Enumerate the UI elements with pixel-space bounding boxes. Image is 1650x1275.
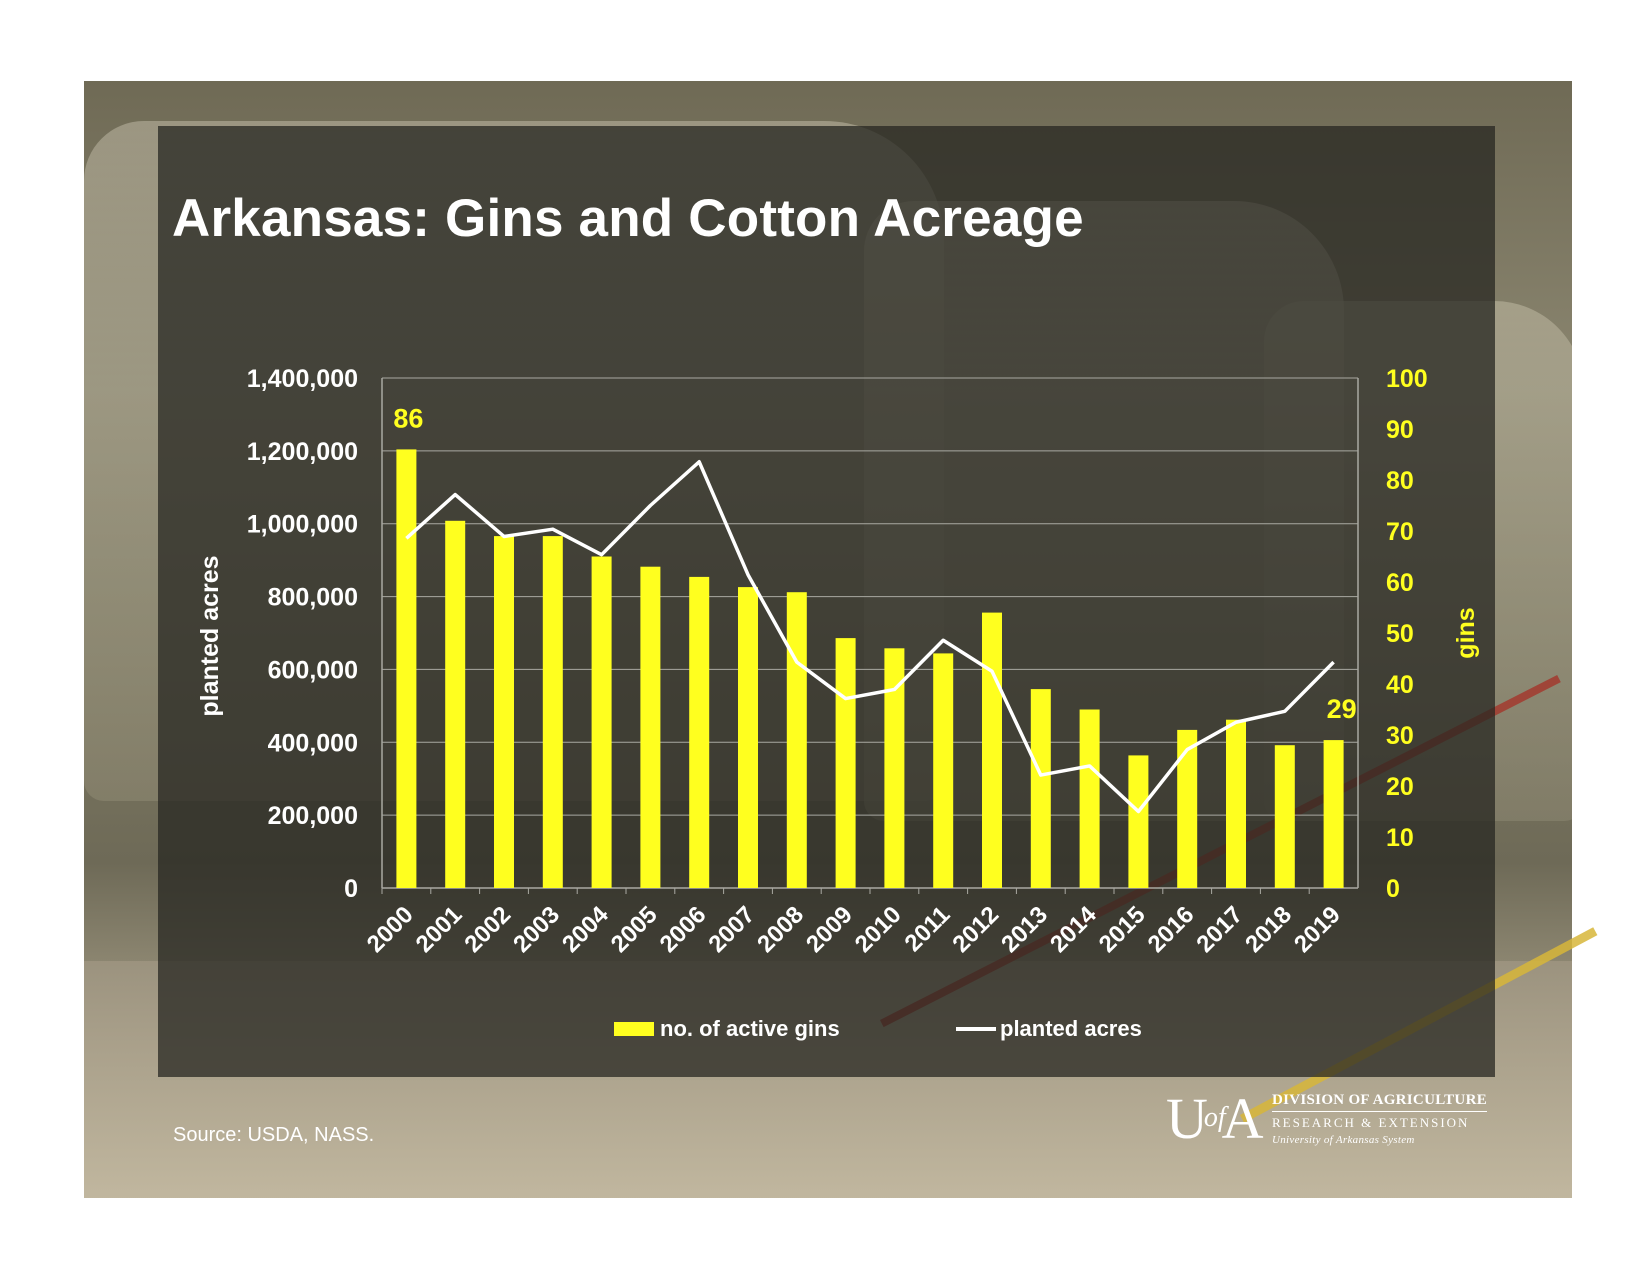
x-tick-label: 2000 [362, 901, 419, 958]
x-tick-label: 2009 [801, 901, 858, 958]
logo-line-research: RESEARCH & EXTENSION [1272, 1115, 1470, 1130]
gin-bar [640, 566, 661, 888]
x-tick-label: 2015 [1094, 901, 1151, 958]
x-tick-label: 2017 [1191, 901, 1248, 958]
x-tick-label: 2002 [459, 901, 516, 958]
right-axis-title: gins [1452, 607, 1480, 658]
gin-bar [933, 653, 954, 888]
x-tick-label: 2007 [703, 901, 760, 958]
logo-line-system: University of Arkansas System [1272, 1134, 1415, 1146]
x-tick-label: 2003 [508, 901, 565, 958]
uofa-logo: UofA DIVISION OF AGRICULTURE RESEARCH & … [1166, 1088, 1496, 1154]
gin-bar [591, 556, 612, 888]
legend-item-gins: no. of active gins [614, 1016, 840, 1042]
x-tick-label: 2006 [655, 901, 712, 958]
gin-bar [445, 520, 466, 888]
legend-swatch-bars [614, 1022, 654, 1036]
gin-bar [786, 592, 807, 888]
gin-bar [1079, 709, 1100, 888]
gin-bar [1226, 719, 1246, 888]
left-tick-label: 1,000,000 [247, 511, 358, 539]
right-tick-label: 50 [1386, 620, 1414, 648]
right-tick-label: 60 [1386, 569, 1414, 597]
gin-bar [982, 612, 1002, 888]
gin-bar [835, 638, 856, 888]
right-tick-label: 40 [1386, 671, 1414, 699]
chart-panel [158, 126, 1495, 1077]
left-tick-label: 400,000 [268, 729, 358, 757]
gin-bar [542, 536, 563, 888]
x-tick-label: 2001 [411, 901, 468, 958]
right-tick-label: 100 [1386, 365, 1428, 393]
left-tick-label: 800,000 [268, 584, 358, 612]
right-tick-label: 80 [1386, 467, 1414, 495]
source-note: Source: USDA, NASS. [173, 1124, 375, 1146]
legend-swatch-line [956, 1027, 996, 1031]
x-tick-label: 2008 [752, 901, 809, 958]
gin-bar [689, 576, 710, 888]
x-tick-label: 2012 [947, 901, 1004, 958]
x-tick-label: 2011 [900, 901, 956, 957]
chart-title: Arkansas: Gins and Cotton Acreage [172, 189, 1084, 248]
gin-bar [494, 536, 514, 888]
x-tick-label: 2016 [1143, 901, 1200, 958]
legend-label-gins: no. of active gins [660, 1016, 840, 1041]
x-tick-label: 2018 [1240, 901, 1297, 958]
gin-bar [1177, 729, 1198, 888]
left-axis-title: planted acres [196, 555, 224, 716]
x-tick-label: 2019 [1289, 901, 1346, 958]
left-tick-label: 1,200,000 [247, 438, 358, 466]
logo-mark: UofA [1166, 1086, 1264, 1151]
data-label: 86 [393, 403, 423, 433]
legend-item-acres: planted acres [956, 1016, 1142, 1042]
left-tick-label: 600,000 [268, 656, 358, 684]
gin-bar [396, 449, 417, 888]
logo-line-division: DIVISION OF AGRICULTURE [1272, 1092, 1488, 1112]
left-tick-label: 1,400,000 [247, 365, 358, 393]
left-tick-label: 0 [344, 875, 358, 903]
gin-bar [1323, 740, 1344, 888]
right-tick-label: 0 [1386, 875, 1400, 903]
gin-bar [738, 587, 758, 888]
right-tick-label: 30 [1386, 722, 1414, 750]
gin-bar [884, 648, 905, 888]
x-tick-label: 2010 [850, 901, 907, 958]
left-tick-label: 200,000 [268, 802, 358, 830]
planted-acres-line [405, 460, 1335, 814]
x-tick-label: 2013 [996, 901, 1053, 958]
right-tick-label: 10 [1386, 824, 1414, 852]
gin-bar [1030, 689, 1051, 888]
right-tick-label: 90 [1386, 416, 1414, 444]
data-label: 29 [1327, 694, 1357, 724]
logo-text: DIVISION OF AGRICULTURE RESEARCH & EXTEN… [1272, 1092, 1488, 1146]
gin-bar [1274, 745, 1295, 888]
legend-label-acres: planted acres [1000, 1016, 1142, 1041]
right-tick-label: 70 [1386, 518, 1414, 546]
x-tick-label: 2014 [1045, 901, 1102, 958]
x-tick-label: 2005 [606, 901, 663, 958]
right-tick-label: 20 [1386, 773, 1414, 801]
gin-bar [1128, 755, 1149, 888]
x-tick-label: 2004 [557, 901, 614, 958]
